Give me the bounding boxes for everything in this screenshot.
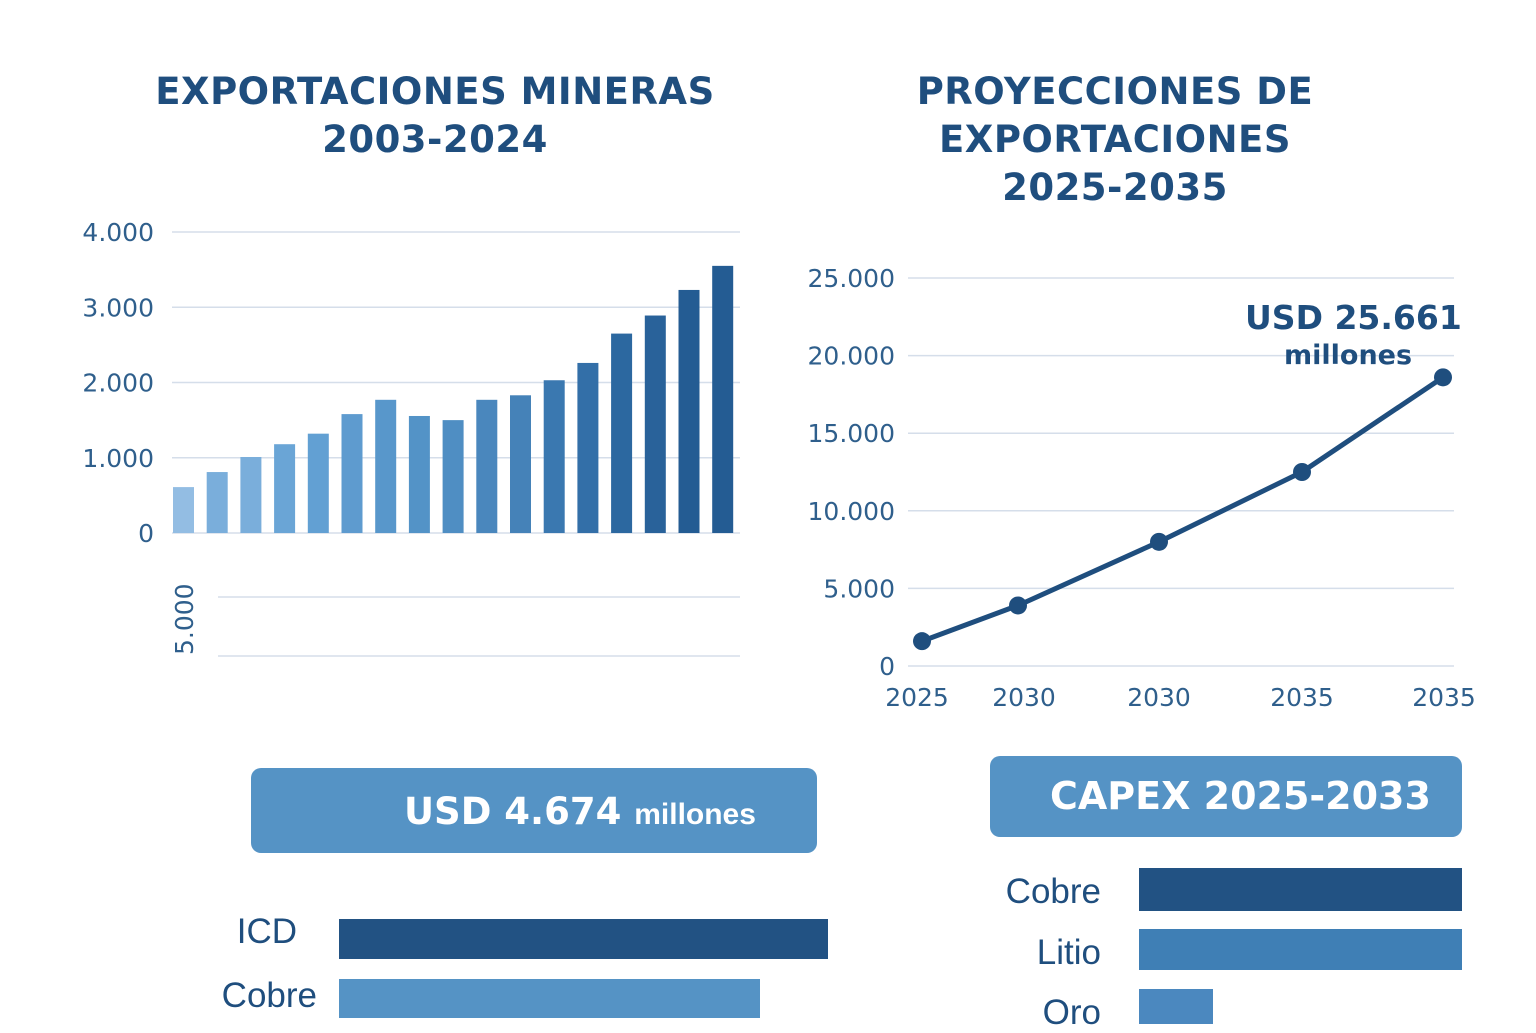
exports-bar bbox=[408, 415, 430, 533]
exports-extra-tick-label: 5.000 bbox=[170, 583, 199, 655]
exports-bar bbox=[712, 265, 734, 533]
capex-bar-cobre bbox=[1139, 868, 1462, 911]
projections-x-tick-label: 2035 bbox=[1270, 683, 1334, 712]
projections-chart-title: PROYECCIONES DE EXPORTACIONES 2025-2035 bbox=[850, 68, 1380, 212]
projections-y-tick-label: 25.000 bbox=[808, 264, 895, 293]
projections-x-tick-label: 2030 bbox=[992, 683, 1056, 712]
projection-annotation-amount: USD 25.661 bbox=[1245, 298, 1462, 337]
hbar-label-icd: ICD bbox=[236, 912, 297, 951]
exports-bar bbox=[442, 420, 464, 533]
projections-gridlines bbox=[908, 277, 1454, 667]
projections-y-tick-label: 0 bbox=[879, 652, 895, 681]
exports-y-tick-label: 2.000 bbox=[82, 369, 154, 398]
exports-y-tick-label: 3.000 bbox=[82, 293, 154, 322]
projections-point bbox=[1434, 368, 1452, 387]
projections-x-tick-label: 2025 bbox=[885, 683, 949, 712]
exports-bar bbox=[240, 456, 262, 533]
projections-x-tick-label: 2035 bbox=[1412, 683, 1476, 712]
capex-title: CAPEX 2025-2033 bbox=[1050, 774, 1431, 818]
capex-label-litio: Litio bbox=[1036, 933, 1101, 972]
exports-bar bbox=[274, 444, 296, 533]
projections-y-ticks: 0 5.000 10.000 15.000 20.000 25.000 bbox=[808, 264, 895, 681]
exports-bar bbox=[206, 472, 228, 533]
exports-bar bbox=[510, 395, 531, 533]
projections-y-tick-label: 20.000 bbox=[808, 342, 895, 371]
capex-bar-oro bbox=[1139, 989, 1214, 1024]
hbar-icd bbox=[339, 919, 828, 959]
exports-bar bbox=[644, 315, 666, 533]
exports-bar bbox=[611, 333, 633, 533]
projections-y-tick-label: 15.000 bbox=[808, 419, 895, 448]
hbar-label-cobre: Cobre bbox=[221, 976, 317, 1015]
projections-title-line-1: PROYECCIONES DE bbox=[916, 70, 1314, 113]
exports-bar bbox=[543, 380, 565, 533]
projection-annotation-unit: millones bbox=[1284, 340, 1413, 371]
exports-title-line-1: EXPORTACIONES MINERAS bbox=[155, 70, 715, 113]
exports-bar bbox=[307, 433, 329, 533]
capex-banner: CAPEX 2025-2033 bbox=[990, 756, 1462, 837]
exports-y-tick-label: 1.000 bbox=[82, 444, 154, 473]
capex-label-oro: Oro bbox=[1042, 993, 1101, 1032]
exports-total-text: USD 4.674 millones bbox=[404, 790, 756, 833]
projections-title-line-2: EXPORTACIONES bbox=[939, 118, 1291, 161]
projections-series-line bbox=[921, 375, 1445, 644]
exports-bar bbox=[375, 399, 397, 533]
projections-point bbox=[1150, 532, 1168, 551]
exports-bars bbox=[173, 265, 734, 533]
exports-total-banner: USD 4.674 millones bbox=[251, 768, 817, 853]
exports-bar bbox=[476, 399, 498, 533]
exports-y-ticks: 0 1.000 2.000 3.000 4.000 bbox=[82, 218, 154, 548]
hbar-cobre bbox=[339, 979, 760, 1018]
projections-points bbox=[913, 368, 1452, 651]
projections-y-tick-label: 5.000 bbox=[823, 574, 895, 603]
exports-bar bbox=[577, 362, 599, 533]
exports-bar bbox=[341, 414, 363, 533]
projections-point bbox=[913, 632, 931, 651]
capex-bar-litio bbox=[1139, 929, 1462, 970]
exports-total-unit: millones bbox=[634, 798, 756, 831]
exports-total-amount: USD 4.674 bbox=[404, 790, 622, 833]
exports-y-tick-label: 4.000 bbox=[82, 218, 154, 247]
exports-y-tick-label: 0 bbox=[138, 519, 154, 548]
exports-title-line-2: 2003-2024 bbox=[322, 118, 548, 161]
exports-bar bbox=[173, 487, 194, 533]
projections-x-ticks: 2025 2030 2030 2035 2035 bbox=[885, 683, 1476, 712]
projections-title-line-3: 2025-2035 bbox=[1002, 166, 1228, 209]
projections-point bbox=[1009, 596, 1027, 615]
exports-bar bbox=[678, 289, 700, 533]
projections-x-tick-label: 2030 bbox=[1127, 683, 1191, 712]
capex-label-cobre: Cobre bbox=[1005, 872, 1101, 911]
exports-chart-title: EXPORTACIONES MINERAS 2003-2024 bbox=[130, 68, 740, 164]
projections-y-tick-label: 10.000 bbox=[808, 497, 895, 526]
projections-point bbox=[1293, 463, 1311, 481]
